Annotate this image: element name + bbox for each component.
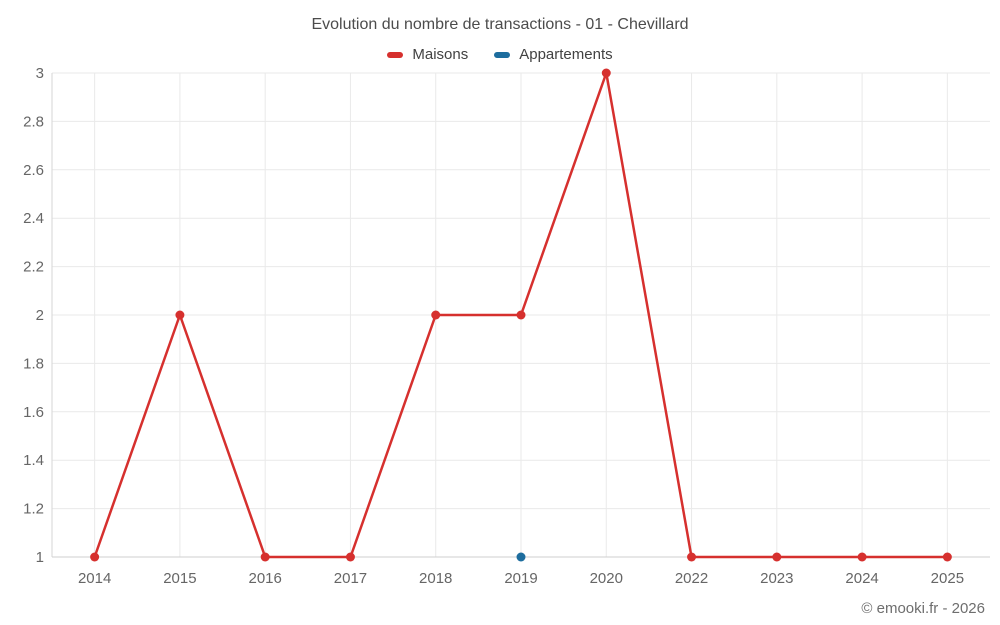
legend-swatch-maisons — [387, 51, 404, 58]
x-tick-label-2025: 2025 — [931, 570, 964, 587]
y-tick-label: 1 — [36, 549, 44, 566]
legend-label-appartements: Appartements — [519, 46, 613, 63]
x-tick-label-2020: 2020 — [590, 570, 623, 587]
point-maisons-2020[interactable] — [601, 68, 611, 78]
y-tick-label: 1.2 — [23, 501, 44, 518]
legend: Maisons Appartements — [0, 46, 1000, 63]
legend-item-appartements[interactable]: Appartements — [494, 46, 613, 63]
copyright-credit: © emooki.fr - 2026 — [861, 600, 985, 617]
point-maisons-2015[interactable] — [175, 310, 185, 320]
chart-title: Evolution du nombre de transactions - 01… — [311, 16, 689, 33]
y-tick-label: 2.2 — [23, 259, 44, 276]
y-tick-label: 2.8 — [23, 113, 44, 130]
y-tick-label: 2 — [36, 307, 44, 324]
point-maisons-2023[interactable] — [772, 552, 782, 562]
x-tick-label-2014: 2014 — [78, 570, 111, 587]
point-maisons-2017[interactable] — [345, 552, 355, 562]
y-tick-label: 1.8 — [23, 355, 44, 372]
x-tick-label-2024: 2024 — [845, 570, 878, 587]
x-tick-label-2019: 2019 — [504, 570, 537, 587]
legend-item-maisons[interactable]: Maisons — [387, 46, 468, 63]
legend-label-maisons: Maisons — [412, 46, 469, 63]
y-tick-label: 3 — [36, 65, 44, 82]
x-tick-label-2015: 2015 — [163, 570, 196, 587]
point-maisons-2025[interactable] — [942, 552, 952, 562]
legend-swatch-appartements — [494, 51, 511, 58]
y-tick-label: 1.6 — [23, 404, 44, 421]
x-tick-label-2016: 2016 — [248, 570, 281, 587]
point-maisons-2022[interactable] — [687, 552, 697, 562]
y-tick-label: 2.4 — [23, 210, 44, 227]
point-maisons-2018[interactable] — [431, 310, 441, 320]
point-maisons-2019[interactable] — [516, 310, 526, 320]
y-tick-label: 2.6 — [23, 162, 44, 179]
x-tick-label-2017: 2017 — [334, 570, 367, 587]
point-maisons-2024[interactable] — [857, 552, 867, 562]
y-tick-label: 1.4 — [23, 452, 44, 469]
point-appartements-2019[interactable] — [516, 552, 526, 562]
x-tick-label-2022: 2022 — [675, 570, 708, 587]
x-tick-label-2018: 2018 — [419, 570, 452, 587]
x-tick-label-2023: 2023 — [760, 570, 793, 587]
point-maisons-2016[interactable] — [260, 552, 270, 562]
point-maisons-2014[interactable] — [90, 552, 100, 562]
